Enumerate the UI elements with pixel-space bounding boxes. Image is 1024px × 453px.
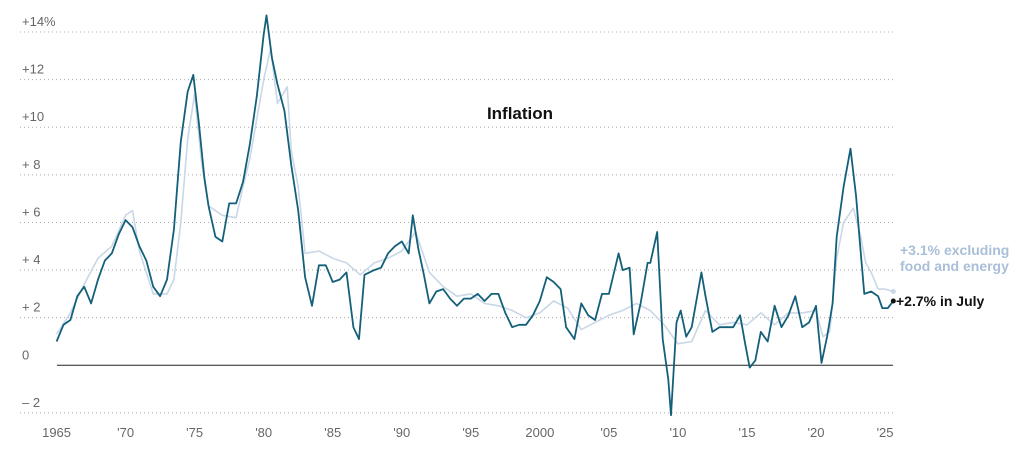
x-tick-label: 1965 [42, 425, 71, 440]
series-line [55, 14, 895, 417]
y-tick-label: + 4 [22, 252, 40, 267]
y-tick-label: 0 [22, 347, 29, 362]
series-label: +3.1% excluding food and energy [900, 242, 1010, 274]
x-tick-label: '15 [738, 425, 755, 440]
y-tick-label: +12 [22, 62, 44, 77]
x-tick-label: '95 [462, 425, 479, 440]
y-tick-label: + 2 [22, 300, 40, 315]
end-dot [890, 288, 896, 294]
x-tick-label: '25 [877, 425, 894, 440]
y-tick-label: +14% [22, 14, 56, 29]
x-tick-label: '20 [808, 425, 825, 440]
y-tick-label: + 6 [22, 204, 40, 219]
y-tick-label: – 2 [22, 395, 40, 410]
x-tick-label: '90 [393, 425, 410, 440]
series-label: +2.7% in July [896, 293, 985, 309]
y-tick-label: +10 [22, 109, 44, 124]
x-tick-label: 2000 [525, 425, 554, 440]
x-tick-label: '05 [600, 425, 617, 440]
x-tick-label: '10 [669, 425, 686, 440]
series-line [55, 47, 894, 345]
x-tick-label: '85 [324, 425, 341, 440]
chart-title: Inflation [487, 104, 553, 123]
x-tick-label: '75 [186, 425, 203, 440]
y-tick-label: + 8 [22, 157, 40, 172]
x-tick-label: '70 [117, 425, 134, 440]
x-tick-label: '80 [255, 425, 272, 440]
end-dot [890, 298, 896, 304]
